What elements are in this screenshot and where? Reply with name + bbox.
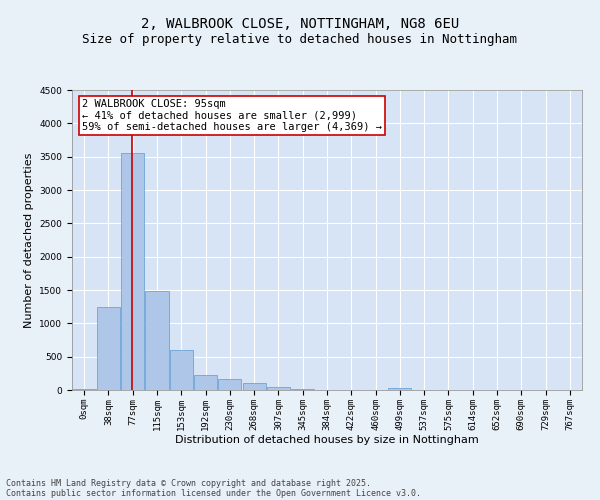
Bar bbox=[388, 388, 412, 390]
Bar bbox=[121, 152, 144, 390]
Text: Size of property relative to detached houses in Nottingham: Size of property relative to detached ho… bbox=[83, 32, 517, 46]
Bar bbox=[97, 306, 120, 390]
Text: Contains public sector information licensed under the Open Government Licence v3: Contains public sector information licen… bbox=[6, 488, 421, 498]
X-axis label: Distribution of detached houses by size in Nottingham: Distribution of detached houses by size … bbox=[175, 436, 479, 446]
Bar bbox=[73, 388, 95, 390]
Text: 2, WALBROOK CLOSE, NOTTINGHAM, NG8 6EU: 2, WALBROOK CLOSE, NOTTINGHAM, NG8 6EU bbox=[141, 18, 459, 32]
Y-axis label: Number of detached properties: Number of detached properties bbox=[24, 152, 34, 328]
Bar bbox=[218, 380, 241, 390]
Bar bbox=[242, 382, 266, 390]
Text: 2 WALBROOK CLOSE: 95sqm
← 41% of detached houses are smaller (2,999)
59% of semi: 2 WALBROOK CLOSE: 95sqm ← 41% of detache… bbox=[82, 99, 382, 132]
Bar bbox=[170, 350, 193, 390]
Bar bbox=[145, 290, 169, 390]
Bar bbox=[267, 388, 290, 390]
Text: Contains HM Land Registry data © Crown copyright and database right 2025.: Contains HM Land Registry data © Crown c… bbox=[6, 478, 371, 488]
Bar bbox=[194, 374, 217, 390]
